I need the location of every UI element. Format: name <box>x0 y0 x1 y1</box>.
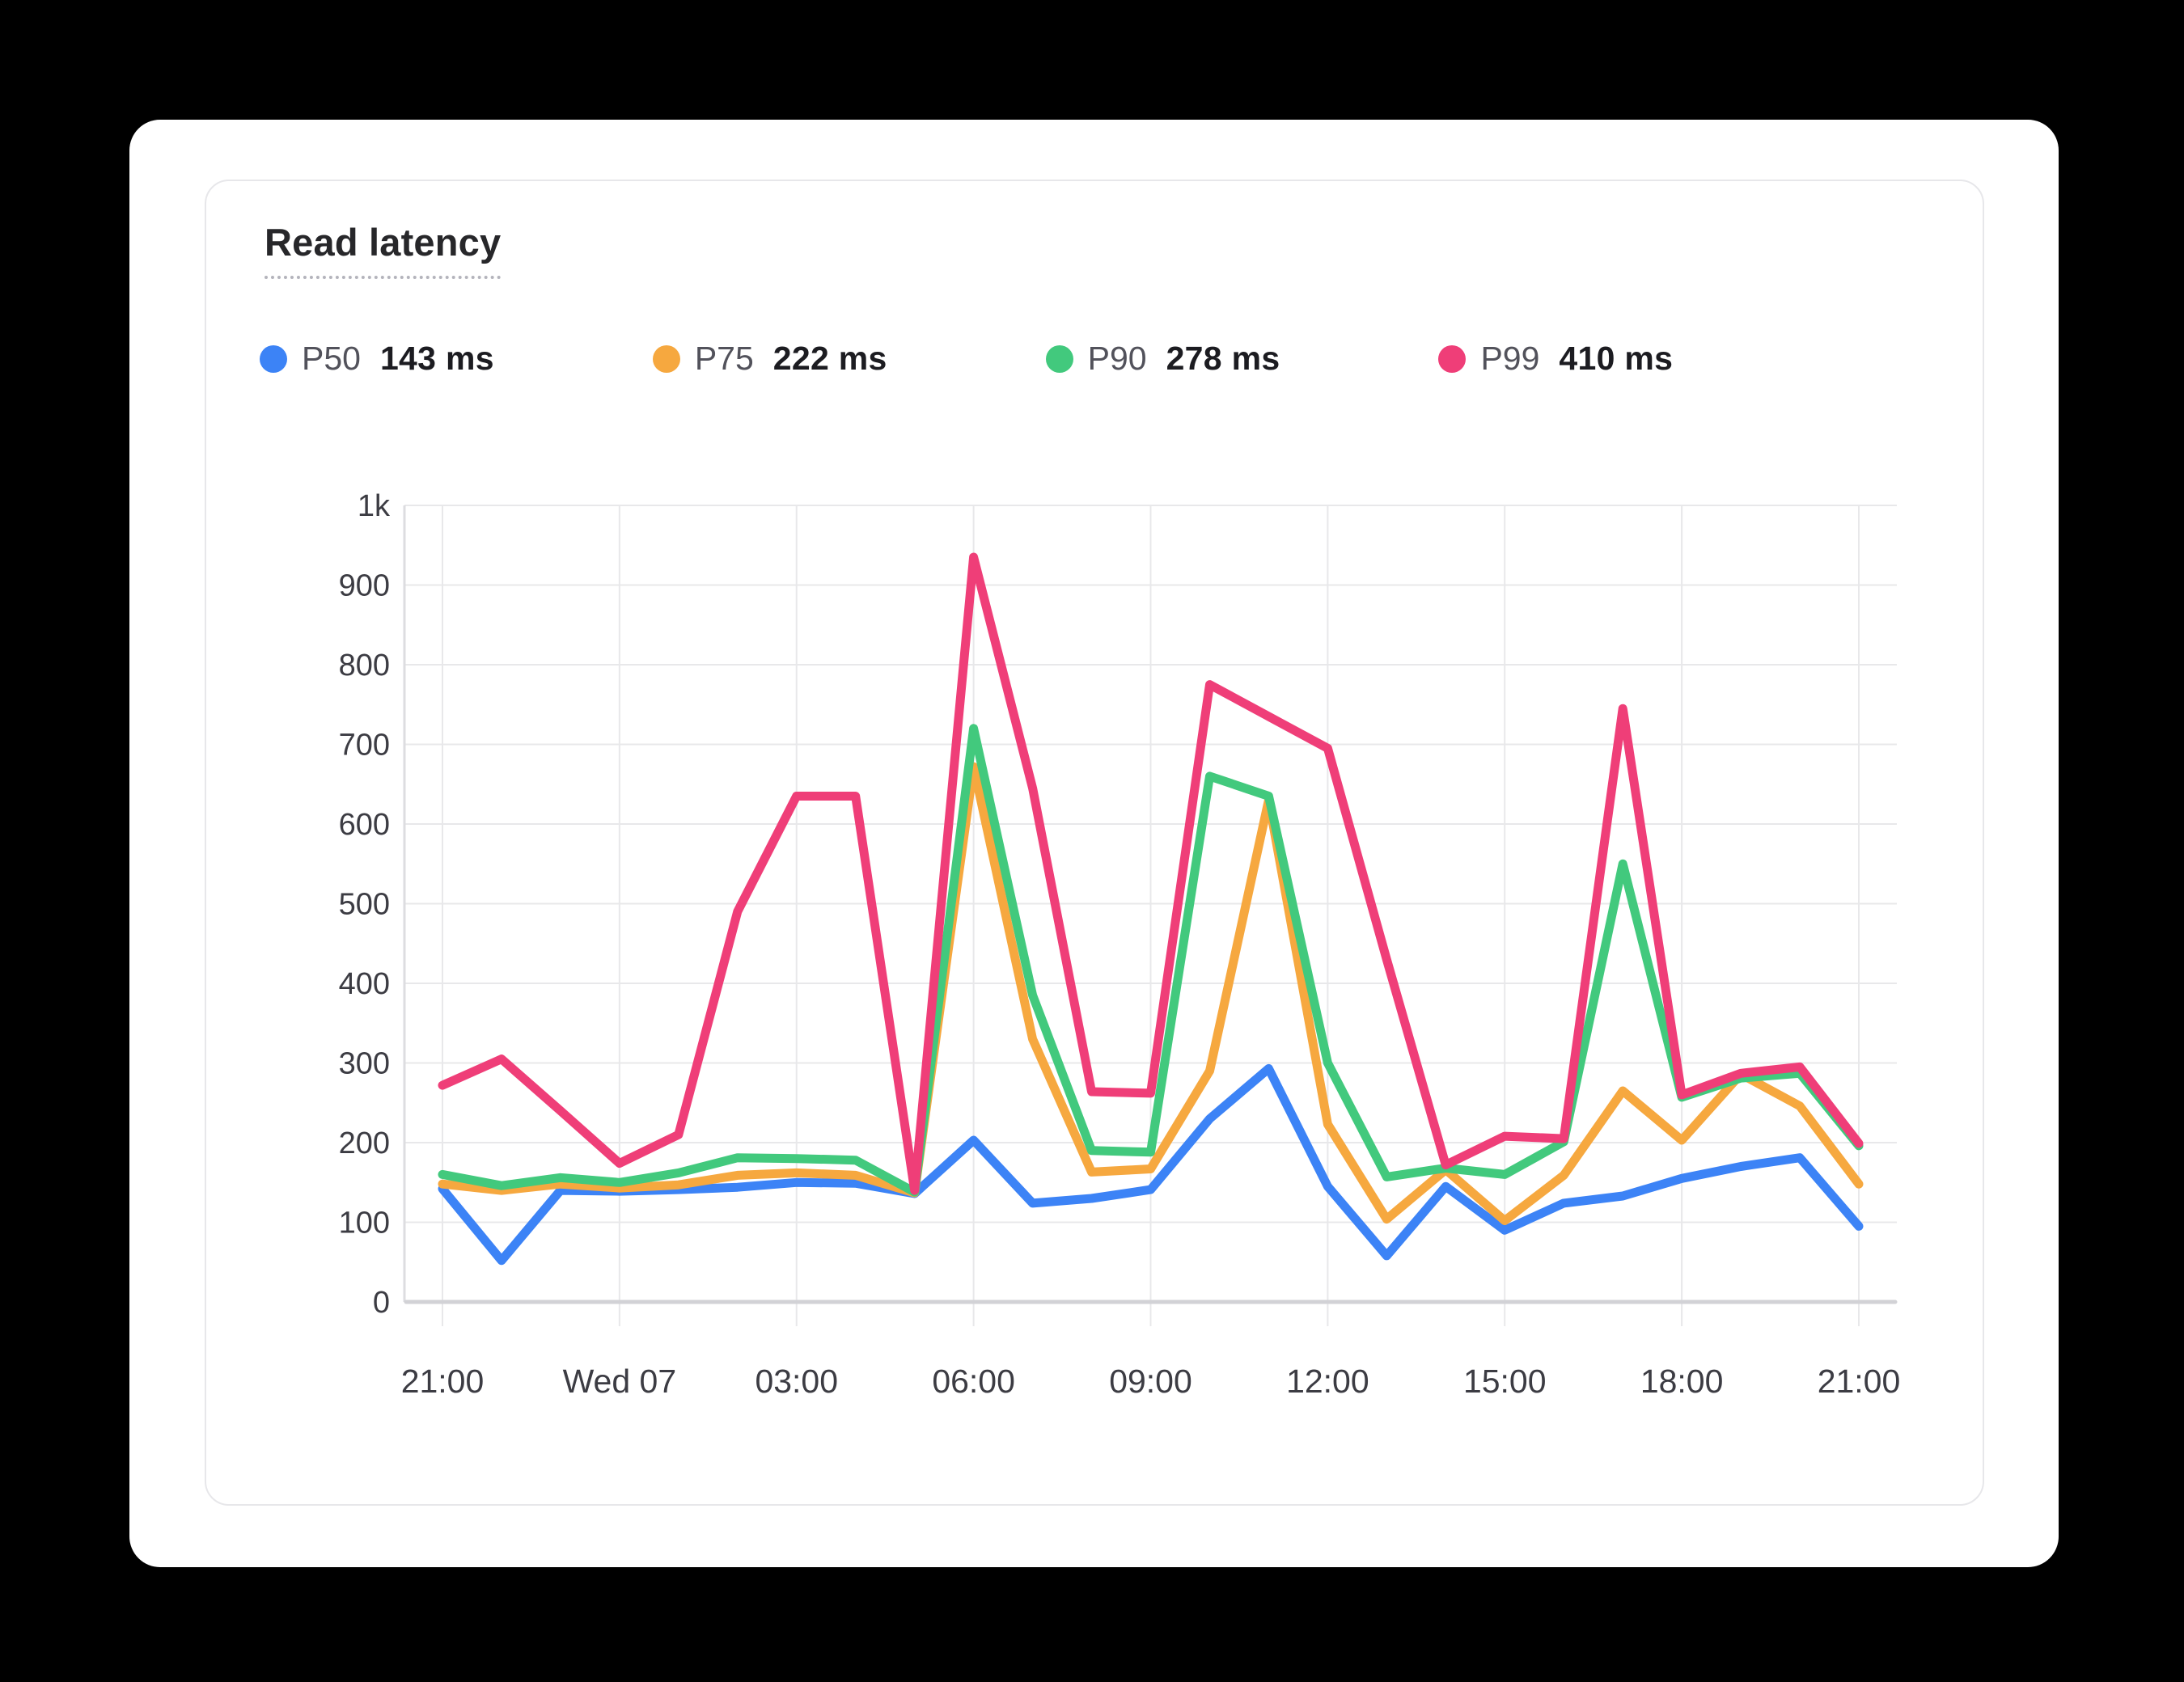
legend-value-p90: 278 ms <box>1166 340 1280 377</box>
legend-label-p75: P75 <box>694 340 754 377</box>
chart-panel: Read latency P50 143 ms P75 222 ms P90 278 ms… <box>205 180 1984 1506</box>
legend-value-p99: 410 ms <box>1559 340 1674 377</box>
legend-label-p99: P99 <box>1480 340 1540 377</box>
legend-dot-p90-icon <box>1045 344 1073 373</box>
legend-dot-p75-icon <box>652 344 680 373</box>
legend-item-p90[interactable]: P90 278 ms <box>1045 340 1280 378</box>
legend-dot-p99-icon <box>1438 344 1467 373</box>
legend-dot-p50-icon <box>260 344 287 373</box>
legend-label-p50: P50 <box>302 340 361 377</box>
chart-card: Read latency P50 143 ms P75 222 ms P90 278 ms… <box>129 120 2059 1567</box>
legend-value-p75: 222 ms <box>772 340 887 377</box>
legend-item-p99[interactable]: P99 410 ms <box>1438 340 1673 378</box>
legend: P50 143 ms P75 222 ms P90 278 ms P99 410 ms <box>260 340 1673 378</box>
chart-title-wrap: Read latency <box>265 220 502 279</box>
legend-item-p50[interactable]: P50 143 ms <box>260 340 494 378</box>
chart-title: Read latency <box>265 220 502 279</box>
legend-label-p90: P90 <box>1087 340 1147 377</box>
legend-item-p75[interactable]: P75 222 ms <box>652 340 887 378</box>
legend-value-p50: 143 ms <box>379 340 494 377</box>
